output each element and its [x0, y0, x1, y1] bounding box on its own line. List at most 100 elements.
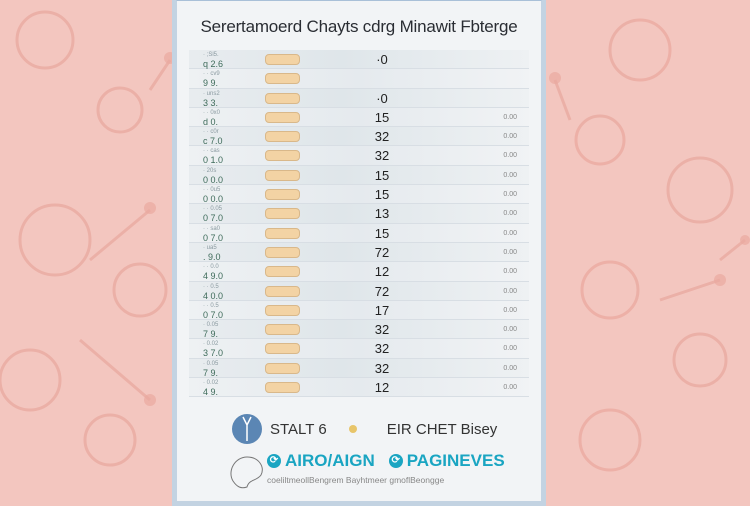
row-sublabel: · · 0u5 — [203, 187, 221, 194]
table-row: · · 0u5 0 0.0 15 0.00 — [189, 185, 529, 205]
row-label-text: 0 1.0 — [203, 155, 224, 166]
row-sublabel: · · cas — [203, 148, 220, 155]
row-label: · · 0.0 4 9.0 — [203, 263, 223, 281]
row-bar — [265, 266, 300, 278]
data-table: · ;Sl5. q 2.6 ·0 · · cv9 9 9. · uns2 3 3. ·… — [189, 50, 529, 398]
row-value: 15 — [374, 167, 390, 183]
row-right-value: 0.00 — [503, 229, 517, 237]
row-value: 13 — [374, 206, 390, 222]
legend-item-1: STALT 6 — [270, 420, 327, 438]
row-bar — [265, 54, 300, 65]
row-sublabel: · ua5 — [203, 244, 217, 251]
row-bar — [265, 324, 300, 336]
link-1[interactable]: AIRO/AIGN — [285, 451, 375, 470]
row-value: ·0 — [376, 52, 388, 67]
row-label-text: d 0. — [203, 116, 219, 127]
row-bar — [265, 111, 300, 123]
row-label-text: q 2.6 — [203, 59, 224, 69]
row-bar — [265, 304, 300, 316]
row-label: · · 0u5 0 0.0 — [203, 186, 223, 204]
row-label-text: 4 0.0 — [203, 290, 224, 301]
row-sublabel: · 0.05 — [203, 360, 219, 367]
table-row: · uns2 3 3. ·0 — [189, 88, 529, 108]
chart-card: Serertamoerd Chayts cdrg Minawit Fbterge… — [172, 0, 546, 506]
row-label-text: 9 9. — [203, 78, 219, 89]
row-sublabel: · · 0.5 — [203, 302, 219, 309]
row-label-text: 4 9.0 — [203, 271, 224, 282]
table-row: · ;Sl5. q 2.6 ·0 — [189, 50, 529, 70]
row-label: · · 0.5 0 7.0 — [203, 302, 223, 320]
table-row: · · 0x0 d 0. 15 0.00 — [189, 107, 529, 128]
row-value: 32 — [374, 341, 390, 357]
row-label-text: 0 7.0 — [203, 213, 224, 224]
row-bar — [265, 227, 300, 239]
row-sublabel: · · 0.05 — [203, 206, 223, 213]
row-value: ·0 — [376, 90, 388, 106]
row-value: 32 — [374, 360, 390, 376]
row-sublabel: · ;Sl5. — [203, 52, 219, 58]
row-label: · · 0.05 0 7.0 — [203, 205, 223, 223]
row-value: 15 — [374, 109, 390, 125]
row-sublabel: · 0.02 — [203, 341, 219, 348]
row-value: 32 — [374, 148, 390, 164]
row-sublabel: · · 0x0 — [203, 109, 221, 116]
row-label: · · sa0 0 7.0 — [203, 225, 223, 243]
table-row: · · 0.5 4 0.0 72 0.00 — [189, 281, 529, 301]
row-label: · 0.02 4 9. — [203, 379, 218, 397]
row-label: · 0.05 7 9. — [203, 360, 218, 378]
row-right-value: 0.00 — [503, 133, 517, 141]
table-row: · · cas 0 1.0 32 0.00 — [189, 146, 529, 166]
table-row: · · c0r c 7.0 32 0.00 — [189, 127, 529, 147]
row-right-value: 0.00 — [503, 191, 517, 199]
row-bar — [265, 285, 300, 297]
row-sublabel: · · 0.0 — [203, 264, 219, 271]
table-row: · · 0.05 0 7.0 13 0.00 — [189, 204, 529, 224]
outline-illustration-icon — [230, 456, 263, 489]
row-value: 72 — [374, 283, 390, 299]
row-value: 15 — [374, 225, 390, 241]
row-label-text: . 9.0 — [203, 251, 221, 262]
refresh-icon: ⟳ — [267, 454, 281, 468]
row-bar — [265, 92, 300, 104]
row-label: · 0.02 3 7.0 — [203, 340, 223, 358]
row-right-value: 0.00 — [503, 268, 517, 276]
row-value: 12 — [374, 264, 390, 280]
row-label: · · 0x0 d 0. — [203, 109, 220, 127]
row-label: · · cas 0 1.0 — [203, 147, 223, 165]
row-right-value: 0.00 — [503, 326, 517, 334]
row-sublabel: · · c0r — [203, 129, 219, 136]
row-label: · · cv9 9 9. — [203, 70, 220, 88]
table-row: · · sa0 0 7.0 15 0.00 — [189, 223, 529, 243]
row-right-value: 0.00 — [503, 248, 517, 256]
row-right-value: 0.00 — [503, 171, 517, 179]
table-row: · 0.02 3 7.0 32 0.00 — [189, 339, 529, 359]
row-label: · 20s 0 0.0 — [203, 167, 223, 185]
table-row: · 0.05 7 9. 32 0.00 — [189, 358, 529, 379]
row-sublabel: · · 0.5 — [203, 283, 219, 290]
row-right-value: 0.00 — [503, 384, 517, 392]
row-sublabel: · 20s — [203, 167, 217, 174]
row-right-value: 0.00 — [503, 345, 517, 353]
table-row: · 0.05 7 9. 32 0.00 — [189, 320, 529, 340]
row-right-value: 0.00 — [503, 287, 517, 295]
row-label: · · c0r c 7.0 — [203, 128, 223, 146]
table-row: · · cv9 9 9. — [189, 69, 529, 89]
row-bar — [265, 189, 300, 201]
row-label-text: 4 9. — [203, 387, 219, 398]
row-bar — [265, 131, 300, 143]
row-bar — [265, 150, 300, 162]
row-value: 15 — [374, 187, 390, 203]
row-right-value: 0.00 — [503, 364, 517, 372]
row-bar — [265, 382, 300, 394]
row-label: · 0.05 7 9. — [203, 321, 218, 339]
table-row: · ua5. 9.0 72 0.00 — [189, 242, 529, 263]
blue-indicator-icon — [232, 414, 262, 444]
row-right-value: 0.00 — [503, 113, 517, 121]
row-value: 12 — [374, 380, 390, 396]
table-row: · 0.02 4 9. 12 0.00 — [189, 378, 529, 398]
link-2[interactable]: PAGINEVES — [406, 451, 505, 470]
row-bar — [265, 343, 300, 355]
row-right-value: 0.00 — [503, 152, 517, 160]
row-value: 72 — [374, 244, 390, 260]
